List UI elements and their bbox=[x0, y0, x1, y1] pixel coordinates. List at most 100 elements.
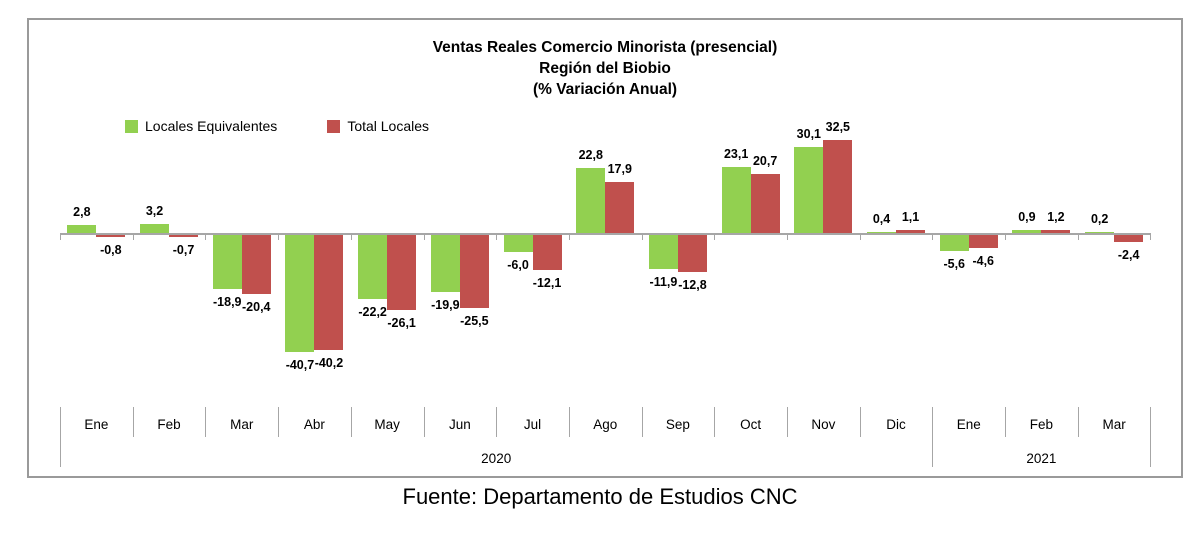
bar-value-label: 3,2 bbox=[145, 203, 164, 218]
plot-area: 2,8 3,2 -18,9 -40,7 -22,2 -19,9 -6,0 22,8 -11,9 2… bbox=[29, 20, 1181, 476]
bar-locales-equivalentes bbox=[576, 167, 606, 233]
bar-locales-equivalentes bbox=[212, 235, 242, 290]
bar-locales-equivalentes bbox=[140, 223, 170, 233]
bar-value-label: -4,6 bbox=[972, 254, 995, 269]
chart-title: Ventas Reales Comercio Minorista (presen… bbox=[432, 39, 778, 56]
legend-label: Total Locales bbox=[347, 118, 430, 134]
bar-locales-equivalentes bbox=[67, 224, 97, 233]
axis-tick bbox=[1149, 235, 1151, 240]
bar-total-locales bbox=[387, 235, 417, 310]
bar-value-label: -26,1 bbox=[387, 315, 416, 330]
month-separator-line bbox=[714, 407, 716, 437]
bar-total-locales bbox=[968, 235, 998, 249]
month-separator-line bbox=[423, 407, 425, 437]
legend-item-locales-equivalentes: Locales Equivalentes bbox=[125, 118, 277, 134]
legend-item-total-locales: Total Locales bbox=[327, 118, 429, 134]
bar-value-label: -11,9 bbox=[649, 275, 678, 290]
bar-value-label: -6,0 bbox=[507, 258, 529, 273]
bar-value-label: 20,7 bbox=[752, 153, 778, 168]
month-separator-line bbox=[1005, 407, 1007, 437]
year-label: 2021 bbox=[1026, 451, 1057, 466]
legend-label: Locales Equivalentes bbox=[145, 118, 278, 134]
bar-value-label: 0,9 bbox=[1018, 210, 1036, 225]
bar-value-label: -12,8 bbox=[678, 277, 707, 292]
bar-total-locales bbox=[1114, 235, 1144, 242]
bar-total-locales bbox=[677, 235, 707, 272]
axis-tick bbox=[423, 235, 425, 240]
month-separator-line bbox=[568, 407, 570, 437]
month-label: Sep bbox=[665, 417, 690, 432]
axis-tick bbox=[1077, 235, 1079, 240]
bar-value-label: 23,1 bbox=[723, 146, 749, 161]
bar-total-locales bbox=[169, 235, 199, 237]
bar-value-label: -12,1 bbox=[532, 275, 562, 290]
axis-tick bbox=[932, 235, 934, 240]
bar-locales-equivalentes bbox=[1012, 230, 1042, 233]
month-label: Abr bbox=[303, 417, 325, 432]
bar-total-locales bbox=[1041, 229, 1071, 233]
bar-value-label: -5,6 bbox=[943, 257, 966, 272]
month-separator-line bbox=[787, 407, 788, 437]
axis-tick bbox=[496, 235, 498, 240]
month-label: Jul bbox=[523, 417, 542, 432]
year-boundary-line bbox=[1149, 407, 1151, 467]
bar-value-label: 2,8 bbox=[73, 204, 91, 219]
bar-value-label: -19,9 bbox=[431, 298, 460, 313]
source-caption: Fuente: Departamento de Estudios CNC bbox=[402, 484, 798, 509]
bar-value-label: -20,4 bbox=[242, 299, 271, 314]
bar-value-label: -0,7 bbox=[172, 243, 195, 257]
bar-total-locales bbox=[532, 235, 562, 270]
chart-title-block: Ventas Reales Comercio Minorista (presen… bbox=[29, 37, 1181, 100]
year-label: 2020 bbox=[481, 451, 512, 466]
month-separator-line bbox=[350, 407, 352, 437]
bar-total-locales bbox=[750, 173, 780, 233]
month-label: Mar bbox=[230, 417, 254, 432]
bar-value-label: -40,7 bbox=[285, 357, 315, 372]
bar-value-label: 17,9 bbox=[607, 161, 632, 176]
bar-value-label: 0,2 bbox=[1090, 212, 1109, 227]
bar-value-label: 30,1 bbox=[796, 126, 822, 141]
month-label: Mar bbox=[1102, 417, 1126, 432]
bar-total-locales bbox=[459, 235, 489, 309]
bar-locales-equivalentes bbox=[1085, 232, 1115, 233]
bar-value-label: -22,2 bbox=[358, 304, 387, 319]
axis-tick bbox=[787, 235, 788, 240]
x-axis-line bbox=[60, 233, 1151, 235]
month-label: May bbox=[374, 417, 400, 432]
month-label: Dic bbox=[886, 417, 906, 432]
bar-locales-equivalentes bbox=[867, 231, 897, 233]
month-label: Ago bbox=[593, 417, 618, 432]
month-label: Oct bbox=[740, 417, 762, 432]
axis-tick bbox=[278, 235, 280, 240]
bar-locales-equivalentes bbox=[503, 235, 533, 253]
chart-container: Ventas Reales Comercio Minorista (presen… bbox=[27, 18, 1183, 478]
axis-tick bbox=[132, 235, 134, 240]
month-separator-line bbox=[496, 407, 498, 437]
axis-tick bbox=[859, 235, 861, 240]
chart-subtitle-region: Región del Biobio bbox=[539, 60, 671, 77]
bar-total-locales bbox=[823, 139, 853, 233]
month-label: Ene bbox=[956, 417, 981, 432]
bar-locales-equivalentes bbox=[648, 235, 678, 270]
year-boundary-line bbox=[60, 407, 61, 467]
bar-total-locales bbox=[96, 235, 126, 238]
legend: Locales Equivalentes Total Locales bbox=[125, 118, 429, 134]
axis-tick bbox=[60, 235, 61, 240]
axis-tick bbox=[641, 235, 643, 240]
axis-tick bbox=[1005, 235, 1007, 240]
bar-total-locales bbox=[896, 229, 926, 233]
bar-value-label: -0,8 bbox=[100, 243, 122, 258]
bar-value-label: 1,1 bbox=[901, 209, 920, 224]
bar-locales-equivalentes bbox=[285, 235, 315, 352]
month-separator-line bbox=[859, 407, 861, 437]
bar-total-locales bbox=[241, 235, 271, 294]
bar-locales-equivalentes bbox=[939, 235, 969, 252]
axis-tick bbox=[714, 235, 716, 240]
bar-value-label: 32,5 bbox=[825, 119, 851, 134]
axis-tick bbox=[568, 235, 570, 240]
legend-swatch-icon bbox=[125, 119, 138, 133]
axis-tick bbox=[350, 235, 352, 240]
legend-swatch-icon bbox=[327, 119, 341, 133]
bar-value-label: -25,5 bbox=[460, 314, 489, 329]
bar-locales-equivalentes bbox=[794, 146, 824, 233]
